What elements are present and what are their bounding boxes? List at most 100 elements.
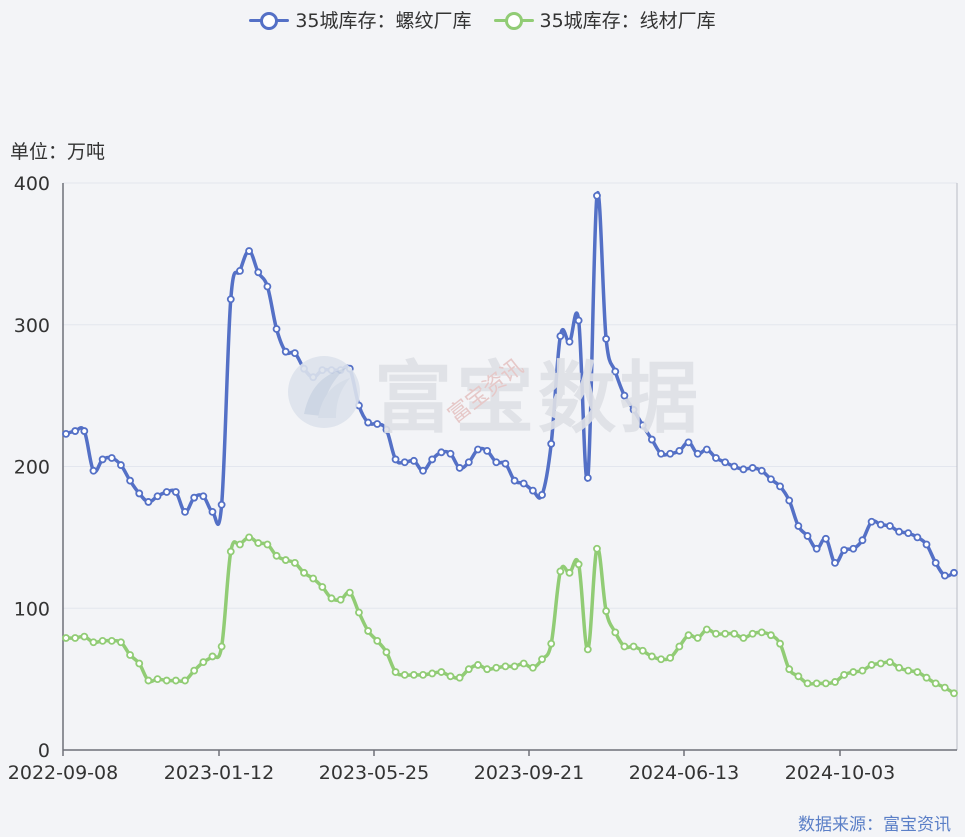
data-point[interactable] <box>181 507 189 516</box>
data-point[interactable] <box>263 540 272 549</box>
data-point[interactable] <box>922 673 931 682</box>
data-point[interactable] <box>226 547 235 556</box>
data-point[interactable] <box>876 520 885 529</box>
data-point[interactable] <box>254 539 263 547</box>
data-point[interactable] <box>62 429 70 438</box>
data-point[interactable] <box>831 678 839 686</box>
data-point[interactable] <box>428 455 437 464</box>
data-point[interactable] <box>886 522 894 530</box>
data-point[interactable] <box>849 668 858 676</box>
data-point[interactable] <box>345 588 354 597</box>
data-point[interactable] <box>226 295 235 304</box>
data-point[interactable] <box>290 558 299 567</box>
data-point[interactable] <box>684 631 693 640</box>
data-point[interactable] <box>510 662 519 671</box>
data-point[interactable] <box>565 568 574 577</box>
data-point[interactable] <box>940 683 949 692</box>
data-point[interactable] <box>904 529 913 538</box>
data-point[interactable] <box>89 466 98 475</box>
data-point[interactable] <box>290 349 299 358</box>
data-point[interactable] <box>556 332 565 340</box>
data-point[interactable] <box>464 458 473 467</box>
data-point[interactable] <box>126 651 134 659</box>
data-point[interactable] <box>474 661 482 669</box>
data-point[interactable] <box>876 659 885 668</box>
data-point[interactable] <box>950 568 958 577</box>
data-point[interactable] <box>419 466 427 475</box>
data-point[interactable] <box>913 533 922 542</box>
data-point[interactable] <box>98 636 107 645</box>
data-point[interactable] <box>583 473 592 482</box>
data-point[interactable] <box>300 568 308 577</box>
data-point[interactable] <box>272 551 281 560</box>
data-point[interactable] <box>803 532 812 540</box>
data-point[interactable] <box>620 642 629 651</box>
data-point[interactable] <box>821 679 830 688</box>
data-point[interactable] <box>721 629 730 638</box>
data-point[interactable] <box>126 476 134 485</box>
data-point[interactable] <box>199 658 208 667</box>
data-point[interactable] <box>812 544 821 553</box>
data-point[interactable] <box>730 629 739 638</box>
data-point[interactable] <box>464 665 473 674</box>
data-point[interactable] <box>858 666 867 675</box>
data-point[interactable] <box>849 544 858 553</box>
data-point[interactable] <box>373 420 382 428</box>
data-point[interactable] <box>611 367 620 376</box>
data-point[interactable] <box>208 652 217 661</box>
data-point[interactable] <box>437 448 446 457</box>
data-point[interactable] <box>629 405 638 414</box>
data-point[interactable] <box>446 449 455 458</box>
data-point[interactable] <box>80 427 89 435</box>
data-point[interactable] <box>98 455 107 464</box>
data-point[interactable] <box>831 558 839 567</box>
data-point[interactable] <box>803 679 812 688</box>
data-point[interactable] <box>364 418 373 427</box>
data-point[interactable] <box>547 439 556 448</box>
data-point[interactable] <box>574 560 583 569</box>
data-point[interactable] <box>776 482 784 491</box>
data-point[interactable] <box>675 642 684 651</box>
data-point[interactable] <box>107 636 116 645</box>
data-point[interactable] <box>821 534 830 543</box>
data-point[interactable] <box>135 489 144 498</box>
data-point[interactable] <box>236 266 244 275</box>
legend-item-wire[interactable]: 35城库存：线材厂库 <box>493 6 716 33</box>
data-point[interactable] <box>391 668 400 676</box>
data-point[interactable] <box>739 465 748 474</box>
data-point[interactable] <box>840 670 849 679</box>
data-point[interactable] <box>153 675 162 684</box>
data-point[interactable] <box>867 517 876 526</box>
data-point[interactable] <box>702 625 711 634</box>
data-point[interactable] <box>382 425 391 434</box>
data-point[interactable] <box>528 486 537 495</box>
data-point[interactable] <box>748 464 757 472</box>
legend-item-rebar[interactable]: 35城库存：螺纹厂库 <box>249 6 472 33</box>
data-point[interactable] <box>895 527 903 536</box>
data-point[interactable] <box>913 668 922 676</box>
data-point[interactable] <box>620 391 629 400</box>
data-point[interactable] <box>886 658 894 667</box>
data-point[interactable] <box>657 655 665 664</box>
data-point[interactable] <box>190 493 199 502</box>
data-point[interactable] <box>501 459 510 468</box>
data-point[interactable] <box>355 608 363 617</box>
data-point[interactable] <box>208 507 217 516</box>
data-point[interactable] <box>712 629 720 638</box>
data-point[interactable] <box>602 335 611 343</box>
data-point[interactable] <box>867 661 876 669</box>
data-point[interactable] <box>217 642 226 651</box>
data-point[interactable] <box>785 665 794 674</box>
data-point[interactable] <box>904 666 913 675</box>
data-point[interactable] <box>199 492 208 501</box>
data-point[interactable] <box>71 634 80 642</box>
data-point[interactable] <box>647 652 656 661</box>
data-point[interactable] <box>135 659 144 668</box>
data-point[interactable] <box>666 653 675 662</box>
data-point[interactable] <box>647 435 656 444</box>
data-point[interactable] <box>528 663 537 672</box>
data-point[interactable] <box>712 454 720 462</box>
data-point[interactable] <box>446 672 455 681</box>
data-point[interactable] <box>767 475 775 484</box>
data-point[interactable] <box>693 449 702 458</box>
